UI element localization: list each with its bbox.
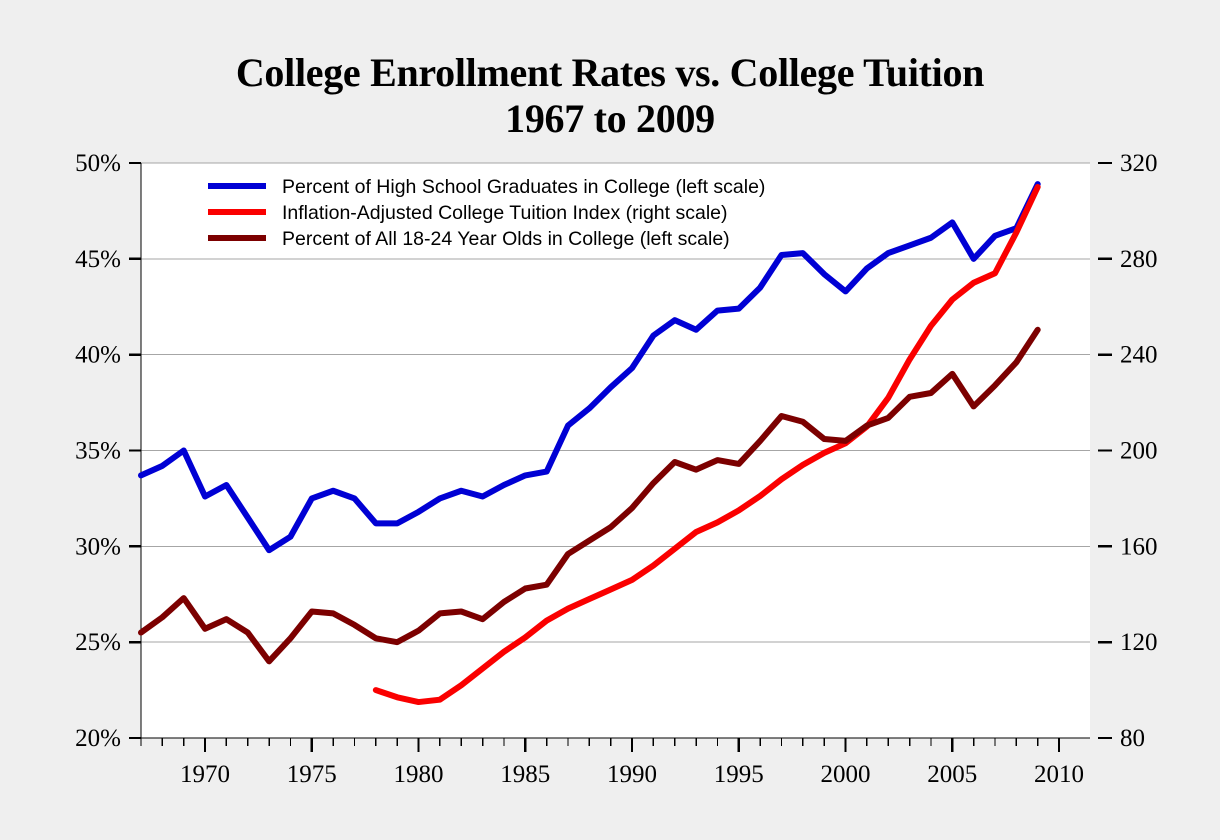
x-axis-tick-label: 1980 (394, 761, 444, 788)
x-axis-tick-label: 2010 (1034, 761, 1084, 788)
legend-label-all-18-24-in-college: Percent of All 18-24 Year Olds in Colleg… (282, 228, 730, 250)
x-axis-tick-label: 1985 (500, 761, 550, 788)
left-axis-tick-label: 20% (75, 725, 121, 752)
chart-title-line-1: College Enrollment Rates vs. College Tui… (235, 50, 985, 95)
right-axis-tick-label: 160 (1120, 533, 1158, 560)
x-axis-tick-label: 1975 (287, 761, 337, 788)
chart-title-line-2: 1967 to 2009 (505, 96, 715, 141)
right-axis-tick-label: 320 (1120, 150, 1158, 177)
left-axis-tick-label: 35% (75, 438, 121, 465)
x-axis-tick-label: 2000 (821, 761, 871, 788)
right-axis-tick-label: 280 (1120, 246, 1158, 273)
left-axis-tick-label: 30% (75, 533, 121, 560)
x-axis-tick-label: 1990 (607, 761, 657, 788)
x-axis-tick-label: 1970 (180, 761, 230, 788)
x-axis-tick-label: 1995 (714, 761, 764, 788)
chart-title: College Enrollment Rates vs. College Tui… (0, 50, 1220, 142)
series-line-hs-graduates-in-college[interactable] (138, 181, 1041, 554)
left-axis-tick-label: 25% (75, 629, 121, 656)
right-axis-tick-label: 200 (1120, 438, 1158, 465)
x-axis-tick-label: 2005 (927, 761, 977, 788)
series-line-tuition-index[interactable] (372, 183, 1041, 706)
right-axis-tick-label: 240 (1120, 342, 1158, 369)
right-axis-tick-label: 80 (1120, 725, 1145, 752)
series-line-all-18-24-in-college[interactable] (138, 326, 1041, 665)
legend-label-hs-graduates-in-college: Percent of High School Graduates in Coll… (282, 176, 765, 198)
right-axis-tick-label: 120 (1120, 629, 1158, 656)
left-axis-tick-label: 45% (75, 246, 121, 273)
left-axis-tick-label: 50% (75, 150, 121, 177)
left-axis-tick-label: 40% (75, 342, 121, 369)
legend-label-tuition-index: Inflation-Adjusted College Tuition Index… (282, 202, 728, 224)
